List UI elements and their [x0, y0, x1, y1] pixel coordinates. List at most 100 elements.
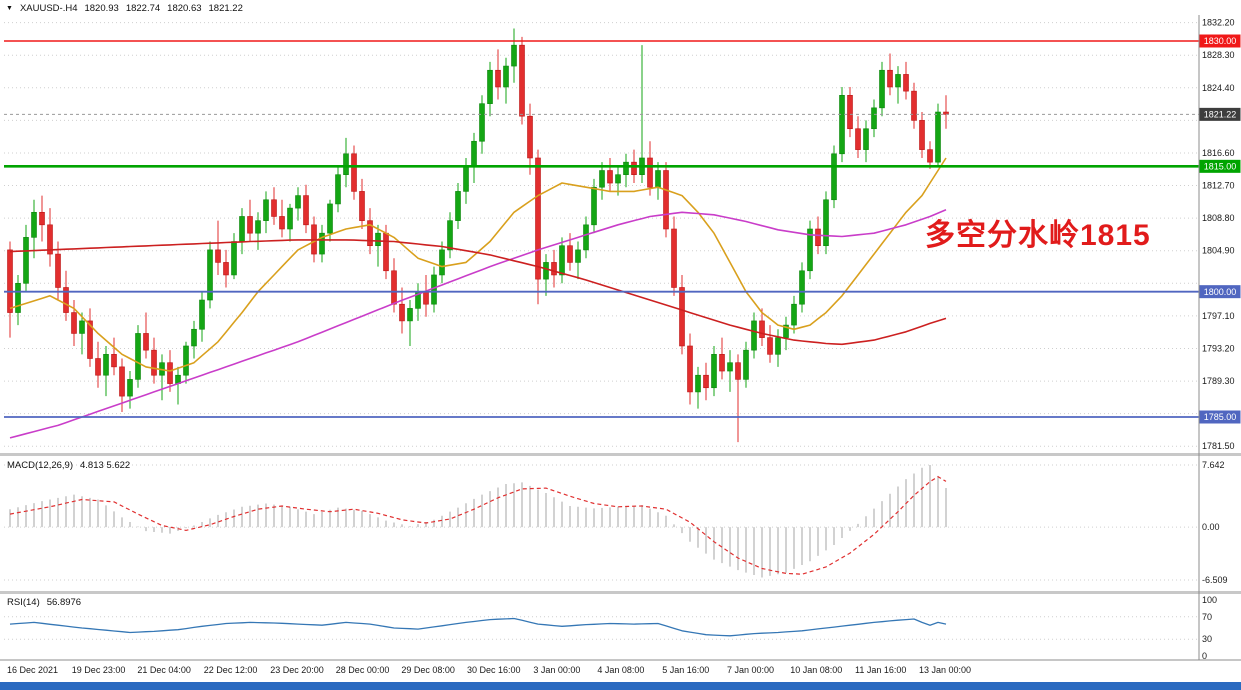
candle: [903, 61, 909, 100]
candle: [199, 291, 205, 342]
price-tick-label: 1828.30: [1202, 50, 1235, 60]
price-badge-rect: [1199, 285, 1241, 299]
candle-body: [903, 74, 909, 92]
candle: [759, 308, 765, 346]
time-tick-label: 11 Jan 16:00: [855, 665, 906, 675]
candle: [215, 220, 221, 275]
candle-body: [351, 153, 357, 192]
candle: [7, 241, 13, 338]
candle: [695, 366, 701, 409]
candle-body: [471, 140, 477, 167]
candle: [855, 116, 861, 158]
macd-name: MACD(12,26,9): [7, 460, 73, 471]
candle-body: [799, 270, 805, 305]
candle-body: [863, 128, 869, 150]
time-tick-label: 22 Dec 12:00: [204, 665, 258, 675]
candle-body: [887, 69, 893, 88]
candle: [247, 199, 253, 242]
candle: [487, 61, 493, 117]
price-tick-label: 1824.40: [1202, 83, 1235, 93]
macd-values: 4.813 5.622: [80, 460, 131, 471]
candle-body: [319, 232, 325, 255]
candle: [751, 312, 757, 359]
candle-body: [119, 366, 125, 397]
price-badge-text: 1800.00: [1204, 287, 1237, 297]
rsi-panel: 100 70 30 0: [4, 595, 1217, 661]
price-tick-label: 1808.80: [1202, 213, 1235, 223]
candle: [63, 270, 69, 321]
macd-tick-label: 7.642: [1202, 460, 1225, 470]
candle: [255, 212, 261, 250]
price-badge-1800.00: 1800.00: [1199, 285, 1241, 299]
candle: [911, 82, 917, 129]
candle-body: [31, 211, 37, 238]
candle-body: [679, 287, 685, 347]
candle-body: [815, 228, 821, 247]
candle-body: [47, 224, 53, 255]
candle: [127, 371, 133, 409]
chart-annotation-text[interactable]: 多空分水岭1815: [925, 219, 1151, 252]
candle: [335, 166, 341, 213]
candle: [479, 95, 485, 154]
rsi-name: RSI(14): [7, 597, 40, 608]
candle: [687, 333, 693, 405]
candle: [935, 103, 941, 167]
candle: [191, 320, 197, 359]
candle: [791, 295, 797, 334]
candle-body: [575, 249, 581, 263]
macd-tick-label: -6.509: [1202, 575, 1228, 585]
candle: [319, 224, 325, 263]
macd-panel: 7.642 0.00 -6.509: [4, 460, 1228, 585]
candle: [447, 212, 453, 259]
candle: [871, 99, 877, 138]
price-tick-label: 1812.70: [1202, 181, 1235, 191]
candle: [671, 216, 677, 296]
panel-separator[interactable]: [0, 453, 1241, 456]
ohlc-open: 1820.93: [84, 3, 119, 14]
time-tick-label: 7 Jan 00:00: [727, 665, 774, 675]
candle-body: [247, 216, 253, 234]
price-badge-text: 1815.00: [1204, 162, 1237, 172]
candle: [711, 345, 717, 397]
candle-body: [239, 216, 245, 242]
candle: [719, 337, 725, 380]
panel-separator[interactable]: [0, 591, 1241, 594]
candle-body: [591, 186, 597, 226]
candle: [663, 162, 669, 238]
candle: [535, 149, 541, 305]
candle-body: [223, 262, 229, 276]
candle: [55, 241, 61, 301]
time-axis[interactable]: 16 Dec 2021 19 Dec 23:00 21 Dec 04:00 22 De…: [7, 665, 971, 675]
candle-body: [743, 349, 749, 380]
candle-body: [519, 44, 525, 117]
candle-body: [391, 270, 397, 305]
price-axis[interactable]: 1832.20 1828.30 1824.40 1816.60 1812.70 1808.…: [1202, 18, 1235, 452]
candle-body: [375, 232, 381, 247]
candle-body: [55, 253, 61, 288]
candle: [527, 103, 533, 175]
candle-body: [847, 95, 853, 130]
candle: [543, 254, 549, 296]
symbol-period-label: XAUUSD-.H4: [19, 3, 78, 14]
candle-body: [687, 345, 693, 393]
candle-body: [831, 153, 837, 201]
candle-body: [839, 95, 845, 155]
candle-body: [15, 283, 21, 313]
candle-body: [327, 203, 333, 234]
candle: [15, 274, 21, 326]
candle: [103, 345, 109, 397]
current-price-badge-text: 1821.22: [1204, 110, 1237, 120]
candle: [799, 262, 805, 313]
symbol-dropdown-icon[interactable]: ▼: [6, 5, 13, 12]
candle-body: [727, 362, 733, 372]
time-tick-label: 3 Jan 00:00: [533, 665, 580, 675]
time-tick-label: 5 Jan 16:00: [662, 665, 709, 675]
candle: [727, 350, 733, 392]
candle-body: [655, 170, 661, 188]
price-badge-text: 1785.00: [1204, 412, 1237, 422]
time-tick-label: 21 Dec 04:00: [137, 665, 191, 675]
candle-body: [231, 241, 237, 276]
